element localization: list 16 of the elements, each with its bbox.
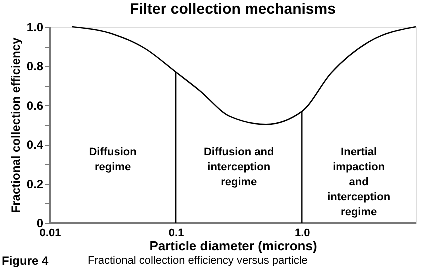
x-axis-title: Particle diameter (microns) bbox=[150, 238, 318, 254]
x-tick-label: 1.0 bbox=[294, 228, 310, 240]
x-tick-label: 0.1 bbox=[168, 228, 184, 240]
annotation: Inertial impaction and interception regime bbox=[328, 146, 391, 218]
y-tick-label: 0.2 bbox=[26, 177, 44, 192]
y-tick-label: 1.0 bbox=[26, 20, 44, 34]
y-tick-label: 0.8 bbox=[26, 60, 44, 74]
chart-title: Filter collection mechanisms bbox=[130, 1, 336, 18]
y-axis-title: Fractional collection efficiency bbox=[8, 37, 23, 214]
y-tick-label: 0.6 bbox=[26, 98, 44, 113]
text: Fractional collection efficiency versus particle bbox=[88, 255, 308, 267]
x-tick-label: 0.01 bbox=[40, 228, 62, 240]
annotation: Diffusion regime bbox=[89, 146, 138, 174]
annotation: Diffusion and interception regime bbox=[204, 146, 274, 188]
y-tick-label: 0.4 bbox=[26, 138, 44, 152]
caption: Figure 4 bbox=[2, 254, 49, 268]
